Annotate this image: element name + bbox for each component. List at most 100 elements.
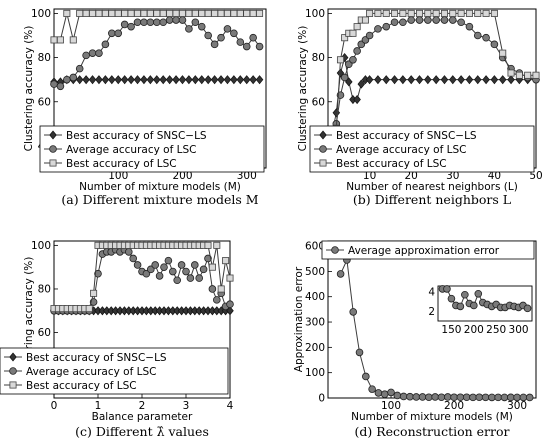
legend-label: Best accuracy of SNSC−LS bbox=[336, 130, 477, 142]
data-point bbox=[424, 9, 432, 17]
data-point bbox=[407, 75, 415, 85]
y-tick-label: 80 bbox=[312, 52, 325, 64]
data-point bbox=[440, 16, 449, 24]
legend-marker bbox=[319, 145, 327, 153]
data-point bbox=[223, 9, 231, 17]
data-point bbox=[353, 94, 361, 105]
x-tick-label: 300 bbox=[237, 170, 257, 182]
data-point bbox=[406, 392, 414, 401]
x-tick-label: 20 bbox=[405, 170, 418, 182]
data-point bbox=[114, 75, 122, 85]
data-point bbox=[223, 75, 232, 85]
data-point bbox=[515, 71, 523, 79]
legend: Best accuracy of SNSC−LS Average accuracy… bbox=[309, 125, 535, 173]
y-tick-label: 80 bbox=[38, 52, 51, 64]
data-point bbox=[424, 75, 432, 85]
y-axis-label: Clustering accuracy (%) bbox=[297, 26, 309, 152]
data-point bbox=[191, 261, 199, 269]
data-point bbox=[242, 42, 251, 51]
data-point bbox=[182, 267, 190, 276]
data-point bbox=[230, 75, 238, 85]
legend: Best accuracy of SNSC−LS Average accuracy… bbox=[39, 125, 265, 173]
data-point bbox=[226, 300, 234, 309]
data-point bbox=[213, 241, 221, 249]
data-point bbox=[173, 276, 182, 285]
y-tick-label: 500 bbox=[305, 266, 325, 278]
data-point bbox=[153, 9, 161, 17]
data-point bbox=[146, 18, 155, 27]
data-point bbox=[236, 9, 244, 17]
data-point bbox=[380, 390, 389, 399]
data-point bbox=[140, 75, 148, 85]
data-point bbox=[75, 75, 84, 85]
data-point bbox=[95, 75, 103, 85]
data-point bbox=[127, 75, 135, 85]
panel-caption: (a) Different mixture models M bbox=[61, 192, 258, 207]
data-point bbox=[443, 393, 452, 401]
data-point bbox=[236, 38, 245, 46]
data-point bbox=[63, 9, 71, 17]
y-tick-label: 600 bbox=[305, 241, 325, 253]
inset-point bbox=[523, 304, 532, 313]
data-point bbox=[178, 75, 187, 85]
data-point bbox=[134, 9, 142, 17]
data-point bbox=[500, 393, 509, 402]
data-point bbox=[462, 393, 471, 402]
data-point bbox=[357, 79, 366, 89]
panel-2: 1020304050406080100Number of nearest nei… bbox=[297, 8, 543, 207]
data-point bbox=[507, 75, 515, 85]
data-point bbox=[199, 265, 208, 274]
data-point bbox=[127, 22, 135, 31]
data-point bbox=[416, 9, 424, 17]
data-point bbox=[407, 16, 416, 24]
data-point bbox=[210, 40, 219, 49]
data-point bbox=[365, 31, 374, 40]
data-point bbox=[159, 9, 167, 17]
data-point bbox=[198, 75, 206, 85]
data-point bbox=[519, 393, 528, 402]
data-point bbox=[222, 257, 230, 265]
data-point bbox=[164, 256, 173, 265]
data-point bbox=[172, 75, 180, 85]
y-tick-label: 60 bbox=[38, 96, 51, 108]
data-point bbox=[140, 18, 148, 27]
data-point bbox=[465, 75, 474, 85]
data-point bbox=[249, 75, 257, 85]
series-line bbox=[331, 57, 536, 133]
data-point bbox=[465, 22, 474, 31]
series-square bbox=[50, 241, 234, 313]
x-tick-label: 1 bbox=[95, 400, 102, 412]
data-point bbox=[146, 75, 155, 85]
legend-label: Average accuracy of LSC bbox=[336, 144, 466, 156]
data-point bbox=[513, 393, 521, 402]
inset-point bbox=[470, 301, 478, 310]
data-point bbox=[178, 9, 186, 17]
data-point bbox=[50, 80, 58, 88]
y-tick-label: 100 bbox=[31, 240, 51, 252]
data-point bbox=[50, 36, 58, 44]
series-line bbox=[54, 249, 231, 312]
data-point bbox=[482, 33, 490, 42]
data-point bbox=[336, 68, 345, 78]
legend-marker bbox=[49, 159, 57, 167]
data-point bbox=[488, 393, 496, 402]
data-point bbox=[399, 392, 408, 401]
legend-label: Best accuracy of LSC bbox=[66, 158, 177, 170]
legend-label: Average approximation error bbox=[348, 245, 500, 257]
data-point bbox=[217, 9, 225, 17]
legend: Best accuracy of SNSC−LS Average accuracy… bbox=[0, 347, 229, 395]
data-point bbox=[407, 9, 415, 17]
data-point bbox=[249, 9, 257, 17]
y-axis-label: Approximation error bbox=[293, 266, 305, 372]
inset-plot: 150 200 250 300 2 4 bbox=[428, 285, 533, 336]
data-point bbox=[431, 393, 439, 401]
x-tick-label: 4 bbox=[227, 400, 234, 412]
data-point bbox=[524, 71, 532, 79]
series-line bbox=[54, 244, 231, 310]
data-point bbox=[165, 75, 174, 85]
legend-marker bbox=[9, 367, 17, 375]
data-point bbox=[197, 22, 206, 31]
data-point bbox=[437, 393, 446, 402]
data-point bbox=[195, 274, 204, 282]
legend-marker bbox=[49, 130, 57, 140]
